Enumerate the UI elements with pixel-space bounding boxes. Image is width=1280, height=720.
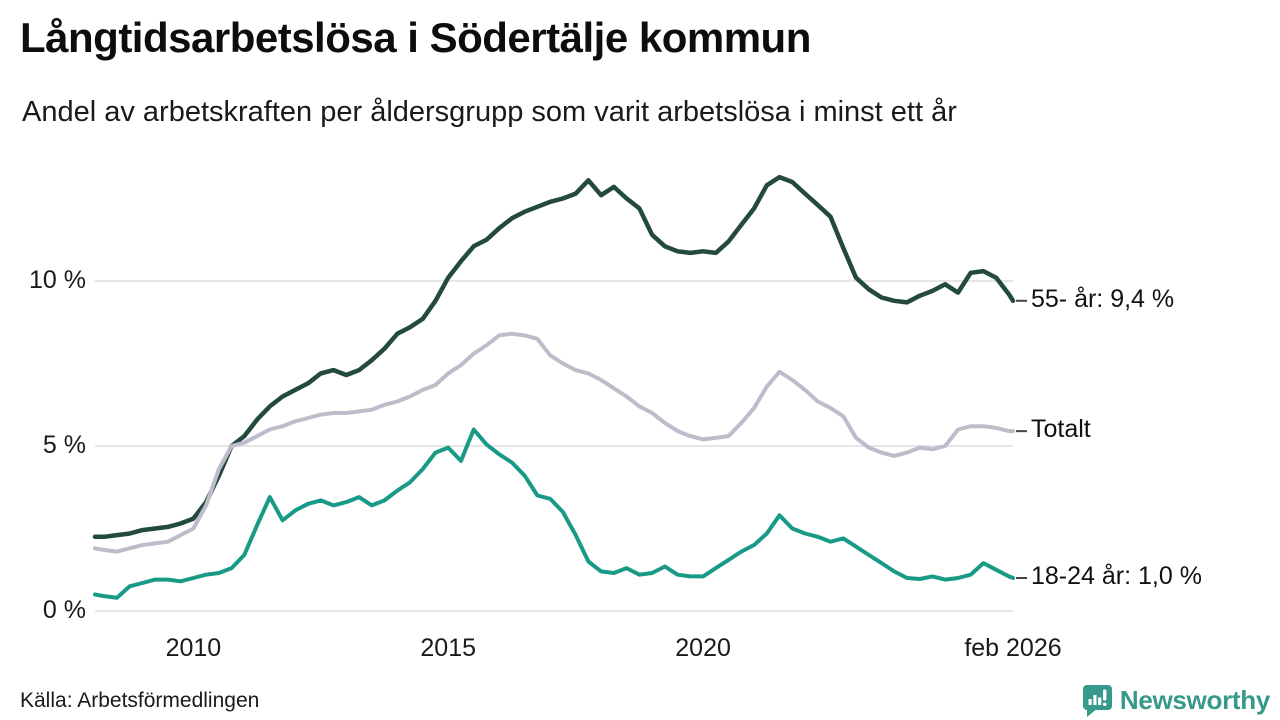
y-axis-tick-5: 5 % (42, 431, 86, 459)
newsworthy-bars-icon (1082, 685, 1112, 717)
series-end-label-55-r: 55- år: 9,4 % (1031, 284, 1175, 313)
newsworthy-logo: Newsworthy (1082, 684, 1270, 717)
series-end-label-18-24-r: 18-24 år: 1,0 % (1031, 562, 1202, 590)
series-line-totalt (93, 331, 1015, 554)
series-end-label-totalt: Totalt (1031, 415, 1091, 444)
y-axis-tick-0: 0 % (42, 596, 86, 624)
chart-title: Långtidsarbetslösa i Södertälje kommun (20, 14, 811, 61)
series-line-55-r (92, 174, 1016, 540)
x-axis-tick-2020: 2020 (675, 634, 731, 662)
x-axis-tick-2015: 2015 (420, 634, 477, 662)
y-axis-tick-10: 10 % (29, 266, 86, 294)
x-axis-tick-2010: 2010 (165, 634, 222, 662)
source-caption: Källa: Arbetsförmedlingen (20, 689, 260, 712)
x-axis-tick-feb-2026: feb 2026 (964, 634, 1062, 662)
series-line-18-24-r (93, 427, 1015, 600)
chart-subtitle: Andel av arbetskraften per åldersgrupp s… (22, 96, 957, 128)
newsworthy-wordmark: Newsworthy (1119, 685, 1270, 715)
